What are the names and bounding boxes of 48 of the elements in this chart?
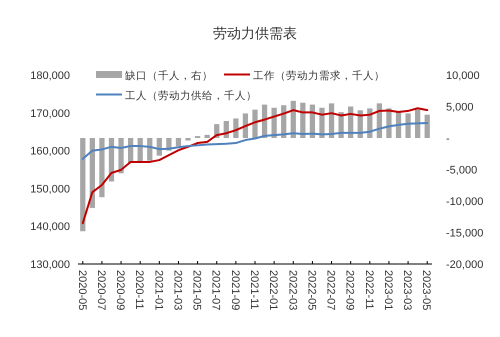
x-tick-label: 2021-11 [248, 270, 260, 310]
x-tick-label: 2020-11 [133, 270, 146, 310]
y2-tick-label: 5,000 [446, 102, 474, 114]
legend-item: 工作（劳动力需求，千人） [224, 71, 385, 82]
legend-label: 工作（劳动力需求，千人） [253, 69, 385, 82]
bar [185, 138, 191, 141]
y2-tick-label: -5,000 [446, 164, 478, 176]
x-tick-label: 2022-09 [344, 270, 356, 310]
x-tick-label: 2021-03 [171, 270, 184, 310]
legend-item: 缺口（千人，右） [96, 71, 213, 82]
legend-label: 工人（劳动力供给，千人） [125, 89, 257, 102]
bar [204, 134, 210, 138]
x-tick-label: 2022-01 [267, 270, 280, 310]
bar [80, 138, 86, 232]
legend-label: 缺口（千人，右） [125, 69, 213, 82]
bar [176, 138, 182, 146]
y2-tick-label: 10,000 [446, 70, 480, 82]
x-tick-label: 2023-05 [420, 270, 432, 310]
y-tick-label: 170,000 [30, 108, 70, 120]
x-tick-label: 2021-09 [228, 270, 241, 310]
x-tick-label: 2020-05 [76, 270, 88, 310]
x-tick-label: 2022-11 [362, 270, 375, 310]
x-tick-label: 2023-03 [401, 270, 414, 310]
x-tick-label: 2020-09 [114, 270, 126, 310]
x-tick-label: 2021-07 [210, 270, 222, 310]
y2-tick-label: -10,000 [446, 196, 484, 208]
x-tick-label: 2021-05 [190, 270, 203, 310]
bar [90, 138, 95, 208]
y2-tick-label: - [446, 133, 450, 145]
y-tick-label: 140,000 [30, 221, 70, 234]
y-tick-label: 150,000 [30, 183, 70, 196]
bar [415, 110, 420, 138]
line-series [82, 122, 428, 160]
x-tick-label: 2022-07 [324, 270, 337, 310]
x-tick-label: 2020-07 [94, 270, 107, 310]
y-tick-label: 130,000 [30, 259, 70, 271]
chart-title: 劳动力供需表 [213, 26, 297, 42]
x-tick-label: 2022-03 [286, 270, 298, 310]
x-tick-label: 2021-01 [152, 270, 164, 310]
y-tick-label: 160,000 [30, 146, 70, 158]
bar [147, 138, 152, 161]
y-tick-label: 180,000 [30, 70, 70, 82]
y2-tick-label: -15,000 [446, 228, 484, 240]
x-tick-label: 2022-05 [305, 270, 318, 310]
y2-tick-label: -20,000 [446, 259, 484, 271]
legend-item: 工人（劳动力供给，千人） [96, 91, 257, 102]
bar [424, 114, 430, 138]
x-tick-label: 2023-01 [382, 270, 394, 310]
